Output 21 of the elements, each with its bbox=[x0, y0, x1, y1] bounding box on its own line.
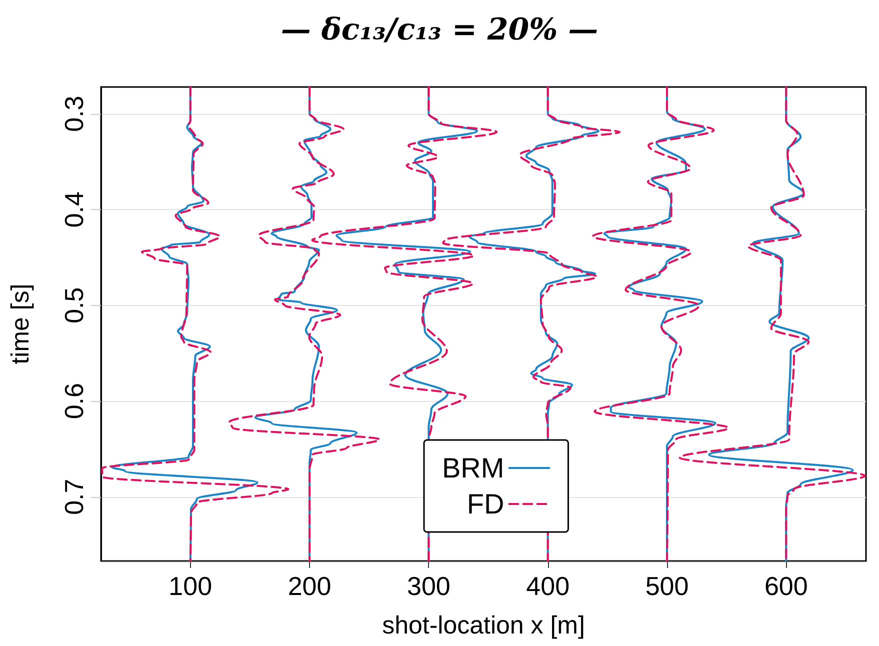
x-tick-label: 100 bbox=[168, 571, 212, 601]
line-series bbox=[678, 86, 866, 562]
y-axis-title: time [s] bbox=[6, 284, 34, 364]
x-tick-label: 600 bbox=[764, 571, 808, 601]
y-tick-label: 0.7 bbox=[59, 478, 89, 515]
x-tick-label: 400 bbox=[526, 571, 570, 601]
line-series bbox=[228, 86, 380, 562]
x-axis-title: shot-location x [m] bbox=[382, 612, 585, 640]
line-series bbox=[442, 86, 621, 562]
legend-label: BRM bbox=[442, 452, 504, 484]
y-tick-label: 0.5 bbox=[59, 287, 89, 324]
x-tick-label: 300 bbox=[406, 571, 450, 601]
line-series bbox=[101, 86, 290, 562]
legend-label: FD bbox=[466, 488, 504, 520]
line-series bbox=[592, 86, 730, 562]
x-tick-label: 200 bbox=[288, 571, 332, 601]
y-tick-label: 0.3 bbox=[59, 96, 89, 132]
y-tick-label: 0.6 bbox=[59, 383, 89, 420]
chart-title: — δc₁₃/c₁₃ = 20% — bbox=[280, 12, 598, 48]
x-tick-label: 500 bbox=[645, 571, 689, 601]
y-tick-label: 0.4 bbox=[59, 191, 89, 228]
